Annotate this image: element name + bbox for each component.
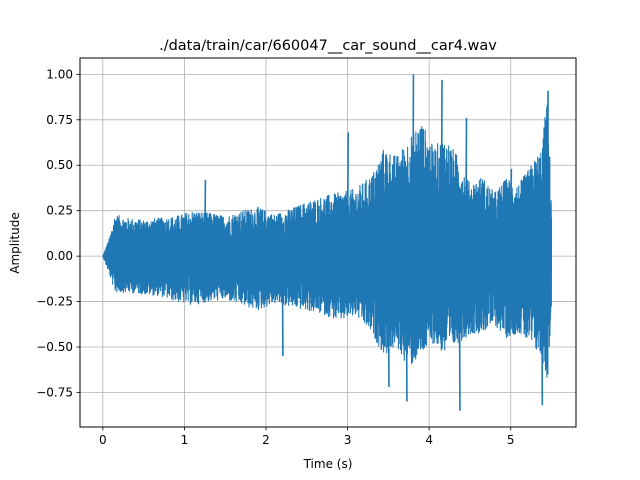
waveform-peak [540,256,544,406]
waveform-peak [509,168,513,257]
y-tick-label: 0.50 [46,158,73,172]
waveform-peak [346,132,349,257]
chart-title: ./data/train/car/660047__car_sound__car4… [159,38,497,54]
x-tick-label: 0 [99,433,107,447]
x-tick-label: 5 [507,433,515,447]
waveform-peak [458,256,461,411]
x-tick-label: 2 [262,433,270,447]
waveform-peak [440,79,443,257]
y-tick-label: 0.00 [46,249,73,263]
waveform-peak [465,117,468,257]
waveform-peak [281,256,284,357]
y-tick-label: −0.75 [36,385,73,399]
y-tick-label: −0.50 [36,340,73,354]
x-tick-label: 3 [344,433,352,447]
waveform-peak [387,256,390,388]
waveform-peak [546,90,549,257]
waveform-peak [204,179,207,257]
waveform-peak [405,256,408,402]
waveform-plot [102,74,553,411]
y-tick-label: −0.25 [36,295,73,309]
y-tick-label: 0.75 [46,113,73,127]
x-tick-label: 4 [425,433,433,447]
waveform-series-line [102,102,553,378]
axes-frame [79,57,577,428]
x-axis-label: Time (s) [303,457,353,471]
y-tick-label: 0.25 [46,204,73,218]
y-tick-label: 1.00 [46,67,73,81]
y-axis-label: Amplitude [8,212,22,274]
waveform-peak [412,74,415,257]
axis-ticks: 0 1 2 3 4 5 −0.75 −0.50 −0.25 0.00 0.25 0.50 0.75 1.0… [36,67,514,447]
x-tick-label: 1 [181,433,189,447]
